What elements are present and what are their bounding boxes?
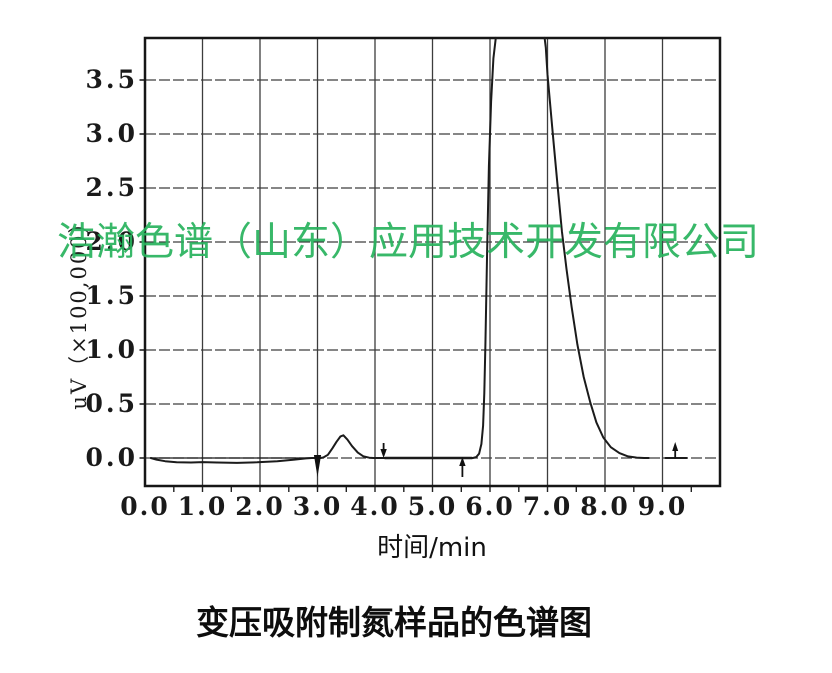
chromatogram-trace-main [149,36,497,464]
y-tick-label: 1.5 [85,281,138,310]
x-tick-label: 5.0 [407,492,458,521]
figure-caption: 变压吸附制氮样品的色谱图 [196,603,592,642]
integration-mark [672,442,679,459]
chromatogram-plot-svg [139,36,722,492]
y-tick-label: 1.0 [85,335,138,364]
integration-mark [313,455,322,477]
integration-mark [459,457,466,477]
chromatogram-trace-descent [543,36,650,459]
x-tick-label: 4.0 [350,492,400,521]
x-tick-label: 6.0 [465,492,515,521]
y-tick-label: 0.5 [85,389,138,418]
x-tick-label: 2.0 [235,492,285,521]
y-tick-label: 3.5 [85,65,138,94]
y-tick-label: 2.5 [85,173,138,202]
y-tick-label: 2.0 [85,227,138,256]
y-tick-label: 0.0 [85,443,138,472]
x-tick-label: 7.0 [522,492,573,521]
integration-marks [313,442,679,477]
x-tick-label: 3.0 [292,492,343,521]
watermark-text: 浩瀚色谱（山东）应用技术开发有限公司 [57,220,760,265]
y-tick-label: 3.0 [85,119,138,148]
x-tick-label: 9.0 [637,492,688,521]
plot-border [143,36,722,488]
x-axis-title: 时间/min [377,533,487,563]
x-tick-label: 0.0 [120,492,170,521]
x-tick-label: 8.0 [580,492,630,521]
axis-ticks [139,79,692,492]
integration-mark [380,443,387,458]
x-tick-label: 1.0 [177,492,228,521]
